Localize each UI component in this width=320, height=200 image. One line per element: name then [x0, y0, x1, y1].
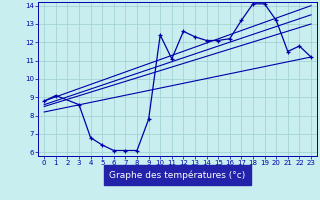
X-axis label: Graphe des températures (°c): Graphe des températures (°c) [109, 170, 246, 180]
